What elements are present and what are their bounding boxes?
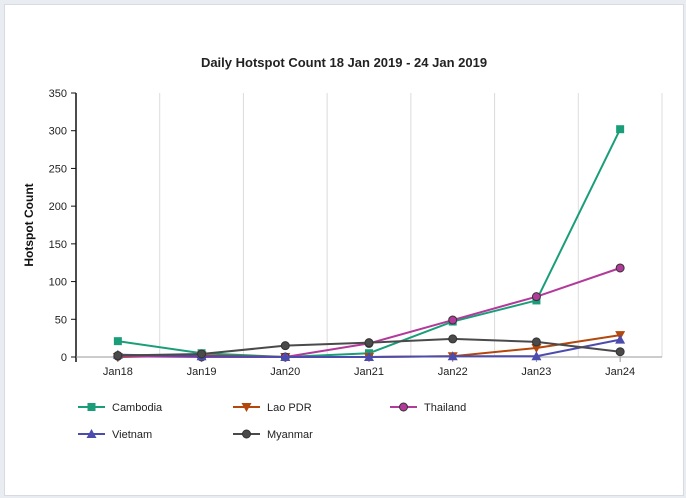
- data-point-myanmar: [615, 347, 625, 357]
- y-tick-label: 200: [49, 201, 67, 213]
- y-tick-label: 150: [49, 239, 67, 251]
- series-layer: [112, 125, 626, 362]
- data-point-vietnam: [447, 351, 458, 361]
- data-point-myanmar: [531, 337, 541, 347]
- x-tick-label: Jan21: [354, 366, 384, 378]
- legend-label-myanmar: Myanmar: [267, 429, 313, 441]
- grid-layer: [159, 93, 663, 357]
- x-tick-label: Jan19: [187, 366, 217, 378]
- y-tick-label: 0: [61, 352, 67, 364]
- legend-label-cambodia: Cambodia: [112, 402, 163, 414]
- y-tick-label: 50: [55, 314, 67, 326]
- data-point-myanmar: [364, 338, 374, 348]
- y-tick-label: 300: [49, 126, 67, 138]
- legend-item-lao-pdr: Lao PDR: [233, 402, 312, 414]
- chart-frame: [4, 4, 684, 496]
- y-tick-label: 250: [49, 163, 67, 175]
- series-cambodia: [113, 125, 625, 361]
- series-line-cambodia: [117, 128, 622, 359]
- legend-marker-cambodia: [87, 403, 96, 411]
- data-point-lao-pdr: [531, 343, 542, 353]
- data-point-cambodia: [616, 125, 625, 134]
- y-tick-label: 100: [49, 277, 67, 289]
- legend-marker-lao-pdr: [241, 403, 252, 412]
- legend-marker-vietnam: [86, 429, 97, 438]
- data-point-thailand: [615, 263, 625, 273]
- data-point-myanmar: [448, 334, 458, 344]
- data-point-myanmar: [197, 349, 207, 359]
- data-point-thailand: [531, 292, 541, 302]
- x-tick-label: Jan23: [521, 366, 551, 378]
- data-point-cambodia: [113, 337, 122, 346]
- legend-item-myanmar: Myanmar: [233, 429, 313, 441]
- y-tick-label: 350: [49, 88, 67, 100]
- legend-label-lao-pdr: Lao PDR: [267, 402, 312, 414]
- chart-title: Daily Hotspot Count 18 Jan 2019 - 24 Jan…: [201, 55, 487, 70]
- y-axis-label: Hotspot Count: [22, 183, 36, 266]
- x-tick-label: Jan24: [605, 366, 635, 378]
- legend-label-vietnam: Vietnam: [112, 429, 152, 441]
- x-tick-label: Jan22: [438, 366, 468, 378]
- legend-marker-thailand: [399, 402, 408, 412]
- data-point-vietnam: [531, 351, 542, 361]
- series-myanmar: [113, 334, 625, 360]
- legend-item-cambodia: Cambodia: [78, 402, 163, 414]
- data-point-myanmar: [113, 350, 123, 360]
- legend-marker-myanmar: [242, 429, 251, 439]
- legend-label-thailand: Thailand: [424, 402, 466, 414]
- legend: Cambodia Lao PDR Thailand Vietnam Myanmar: [78, 402, 466, 441]
- data-point-vietnam: [280, 352, 291, 361]
- legend-item-thailand: Thailand: [390, 402, 466, 414]
- x-tick-label: Jan18: [103, 366, 133, 378]
- data-point-vietnam: [364, 352, 374, 361]
- legend-item-vietnam: Vietnam: [78, 429, 152, 441]
- x-tick-label: Jan20: [270, 366, 300, 378]
- data-point-thailand: [448, 315, 458, 325]
- data-point-myanmar: [280, 341, 290, 351]
- data-point-vietnam: [615, 334, 626, 344]
